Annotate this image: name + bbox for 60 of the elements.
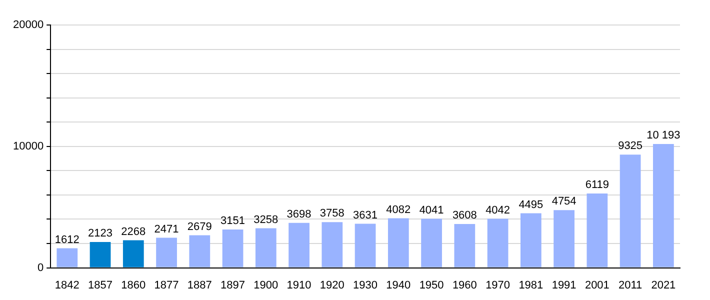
data-label: 4754 (552, 196, 576, 208)
bar (421, 218, 442, 268)
x-tick-label: 1900 (254, 279, 278, 292)
x-tick-label: 1991 (552, 279, 576, 292)
data-label: 4495 (518, 198, 544, 211)
bar (56, 248, 78, 268)
x-tick-label: 1842 (54, 279, 80, 292)
x-tick-label: 1981 (518, 279, 544, 292)
x-tick-label: 1950 (419, 279, 444, 292)
x-tick-label: 1960 (452, 279, 477, 292)
bar (90, 242, 111, 268)
x-tick-label: 2001 (584, 279, 610, 292)
bar (156, 238, 177, 268)
x-tick-label: 1877 (154, 279, 179, 292)
data-label: 1612 (54, 234, 80, 246)
bar (322, 222, 343, 268)
bar (586, 194, 608, 268)
bar (554, 210, 574, 268)
data-label: 4082 (386, 204, 411, 216)
data-label: 3758 (320, 208, 344, 220)
y-tick-label: 20000 (12, 19, 44, 32)
data-label: 2123 (88, 228, 113, 240)
bar (255, 228, 276, 268)
x-tick-label: 1930 (353, 279, 378, 292)
data-label: 2679 (187, 220, 212, 233)
bar (288, 222, 310, 268)
x-tick-label: 1887 (187, 279, 212, 292)
data-label: 10 193 (646, 130, 680, 142)
bar (653, 144, 674, 268)
bar (189, 235, 210, 268)
x-tick-label: 2011 (618, 279, 642, 292)
y-tick-label: 0 (37, 262, 44, 274)
data-label: 6119 (585, 179, 610, 192)
bar (354, 224, 376, 268)
x-tick-label: 1940 (386, 279, 411, 292)
bar (454, 224, 476, 268)
data-label: 3151 (220, 215, 246, 228)
bar (520, 213, 542, 268)
x-tick-label: 1970 (486, 279, 510, 292)
x-tick-label: 1920 (320, 279, 344, 292)
y-tick-label: 10000 (12, 140, 44, 152)
data-label: 3258 (254, 214, 278, 226)
bar (388, 218, 409, 268)
x-tick-label: 1897 (220, 279, 246, 292)
x-tick-label: 1857 (88, 279, 113, 292)
x-tick-label: 1860 (121, 279, 146, 292)
data-label: 9325 (618, 140, 643, 152)
data-label: 4041 (419, 204, 444, 216)
data-label: 4042 (486, 204, 510, 216)
data-label: 2268 (121, 226, 146, 238)
x-tick-label: 2021 (651, 279, 676, 292)
data-label: 2471 (154, 223, 179, 236)
x-tick-label: 1910 (286, 279, 312, 292)
bar (487, 218, 508, 268)
bar (222, 230, 244, 268)
data-label: 3631 (353, 209, 378, 222)
bar (122, 240, 144, 268)
bar (620, 154, 641, 268)
data-label: 3608 (452, 210, 477, 222)
data-label: 3698 (286, 208, 312, 220)
